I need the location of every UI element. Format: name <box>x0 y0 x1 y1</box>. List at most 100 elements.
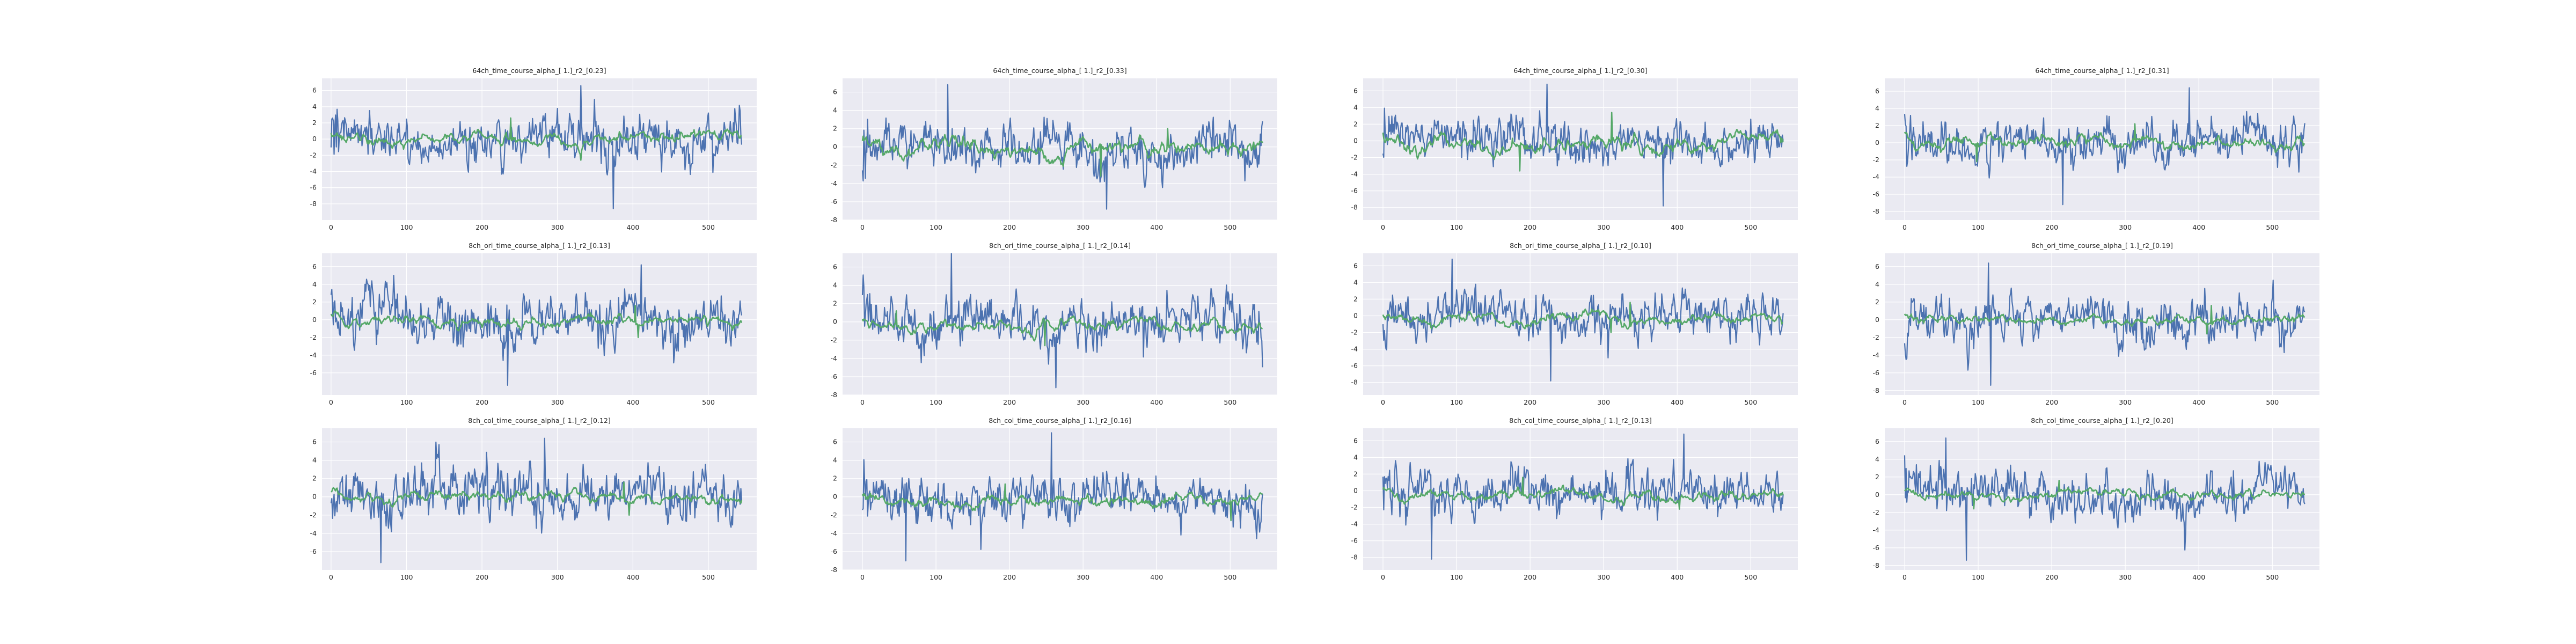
y-tick-label: 6 <box>833 263 837 271</box>
x-tick-label: 0 <box>1381 573 1385 581</box>
x-tick-label: 500 <box>1744 223 1757 231</box>
x-tick-label: 500 <box>1224 223 1236 231</box>
y-tick-label: 6 <box>1353 261 1358 269</box>
line-chart-12: 0 100 200 300 400 500 -8 -6 -4 -2 0 2 4 6 8ch_col_time… <box>1858 412 2330 591</box>
y-tick-label: -2 <box>1873 156 1879 164</box>
chart-panel-9: 0 100 200 300 400 500 -6 -4 -2 0 2 4 6 8ch_col_time_c… <box>295 412 767 591</box>
chart-title: 8ch_col_time_course_alpha_[ 1.]_r2_[0.20… <box>2031 416 2174 425</box>
y-tick-label: 0 <box>312 493 317 501</box>
y-tick-label: -8 <box>831 391 838 399</box>
x-tick-label: 200 <box>2045 223 2058 231</box>
line-chart-9: 0 100 200 300 400 500-6-4-202468ch_col_time_c… <box>295 412 767 591</box>
y-tick-label: 0 <box>1353 486 1358 494</box>
line-chart-8: 0 100 200 300 400 500 -8 -6 -4 -2 0 2 4 6 8ch_ori_time… <box>1858 237 2330 416</box>
chart-title: 8ch_ori_time_course_alpha_[ 1.]_r2_[0.19… <box>2031 241 2173 250</box>
y-tick-label: -4 <box>1873 526 1880 534</box>
x-tick-label: 300 <box>551 573 564 581</box>
x-tick-label: 300 <box>2119 398 2132 406</box>
y-tick-label: -2 <box>831 511 837 519</box>
x-tick-label: 400 <box>626 223 639 231</box>
line-chart-5: 0 100 200 300 400 500-6-4-202468ch_ori_time_c… <box>295 237 767 416</box>
y-tick-label: -6 <box>310 184 317 192</box>
x-tick-label: 400 <box>626 398 639 406</box>
y-tick-label: 0 <box>1875 316 1879 324</box>
y-tick-label: -6 <box>831 197 838 206</box>
y-tick-label: -8 <box>310 200 317 208</box>
y-tick-label: -8 <box>1351 203 1358 211</box>
chart-title: 8ch_col_time_course_alpha_[ 1.]_r2_[0.12… <box>468 416 611 425</box>
x-tick-label: 300 <box>2119 573 2132 581</box>
x-tick-label: 200 <box>475 223 488 231</box>
y-tick-label: -2 <box>831 161 837 169</box>
y-tick-label: -2 <box>831 336 837 344</box>
x-tick-label: 400 <box>1150 223 1163 231</box>
line-chart-10: 0 100 200 300 400 500 -8 -6 -4 -2 0 2 4 6 8ch_col_time… <box>816 412 1288 591</box>
x-tick-label: 400 <box>2192 573 2205 581</box>
chart-panel-11: 0 100 200 300 400 500 -8 -6 -4 -2 0 2 4 6 8ch_col_time… <box>1336 412 1809 591</box>
chart-title: 8ch_col_time_course_alpha_[ 1.]_r2_[0.13… <box>1509 416 1652 425</box>
chart-panel-1: 0 100 200 300 400 500 -8 -6 -4 -2 0 2 4 6 64ch_time_co… <box>295 62 767 241</box>
y-tick-label: 2 <box>833 299 837 308</box>
chart-panel-6: 0 100 200 300 400 500 -8 -6 -4 -2 0 2 4 6 8ch_ori_time… <box>816 237 1288 416</box>
x-tick-label: 500 <box>1744 398 1757 406</box>
y-tick-label: 2 <box>1353 295 1358 303</box>
x-tick-label: 500 <box>1744 573 1757 581</box>
chart-title: 64ch_time_course_alpha_[ 1.]_r2_[0.33] <box>993 67 1126 75</box>
y-tick-label: -2 <box>1351 503 1358 511</box>
line-chart-11: 0 100 200 300 400 500-8-6-4-202468ch_col_time… <box>1336 412 1809 591</box>
y-tick-label: 4 <box>312 103 317 111</box>
y-tick-label: 6 <box>1353 436 1358 444</box>
y-tick-label: -4 <box>1873 351 1880 359</box>
y-tick-label: -4 <box>831 179 838 187</box>
y-tick-label: 6 <box>1875 87 1879 95</box>
y-tick-label: -8 <box>1873 386 1880 394</box>
x-tick-label: 100 <box>930 573 942 581</box>
x-tick-label: 0 <box>1381 223 1385 231</box>
y-tick-label: 2 <box>1353 470 1358 478</box>
x-tick-label: 200 <box>475 398 488 406</box>
y-tick-label: 0 <box>312 316 317 324</box>
y-tick-label: 4 <box>1353 453 1358 461</box>
chart-title: 8ch_col_time_course_alpha_[ 1.]_r2_[0.16… <box>989 416 1131 425</box>
x-tick-label: 300 <box>1077 223 1089 231</box>
y-tick-label: -2 <box>310 151 317 159</box>
y-tick-label: -6 <box>1351 187 1358 195</box>
x-tick-label: 0 <box>1902 573 1907 581</box>
y-tick-label: -2 <box>1873 333 1879 341</box>
plot-area <box>1363 428 1798 570</box>
y-tick-label: 4 <box>1875 455 1879 463</box>
x-tick-label: 200 <box>1524 223 1536 231</box>
x-tick-label: 0 <box>329 223 333 231</box>
x-tick-label: 0 <box>1902 223 1907 231</box>
chart-panel-2: 0 100 200 300 400 500 -8 -6 -4 -2 0 2 4 6 64ch_time_co… <box>816 62 1288 241</box>
y-tick-label: -8 <box>1351 553 1358 561</box>
y-tick-label: -6 <box>310 369 317 377</box>
y-tick-label: -8 <box>831 216 838 224</box>
y-tick-label: 2 <box>1875 298 1879 306</box>
y-tick-label: 2 <box>833 474 837 482</box>
y-tick-label: -2 <box>310 511 317 519</box>
y-tick-label: 4 <box>833 456 837 464</box>
y-tick-label: -6 <box>1873 369 1880 377</box>
x-tick-label: 500 <box>702 223 715 231</box>
y-tick-label: 6 <box>1875 437 1879 445</box>
y-tick-label: -4 <box>1351 345 1358 353</box>
x-tick-label: 400 <box>2192 398 2205 406</box>
y-tick-label: -2 <box>1873 508 1879 516</box>
y-tick-label: -2 <box>1351 328 1358 336</box>
x-tick-label: 100 <box>400 223 413 231</box>
y-tick-label: -4 <box>831 529 838 537</box>
x-tick-label: 100 <box>930 398 942 406</box>
y-tick-label: -4 <box>310 167 317 175</box>
y-tick-label: 6 <box>833 88 837 96</box>
x-tick-label: 200 <box>2045 573 2058 581</box>
y-tick-label: 0 <box>1353 311 1358 319</box>
chart-title: 64ch_time_course_alpha_[ 1.]_r2_[0.31] <box>2035 67 2169 75</box>
x-tick-label: 100 <box>1450 223 1463 231</box>
x-tick-label: 0 <box>1902 398 1907 406</box>
x-tick-label: 200 <box>1003 223 1016 231</box>
y-tick-label: -6 <box>831 372 838 380</box>
y-tick-label: 4 <box>312 280 317 288</box>
chart-panel-4: 0 100 200 300 400 500 -8 -6 -4 -2 0 2 4 6 64ch_time_co… <box>1858 62 2330 241</box>
